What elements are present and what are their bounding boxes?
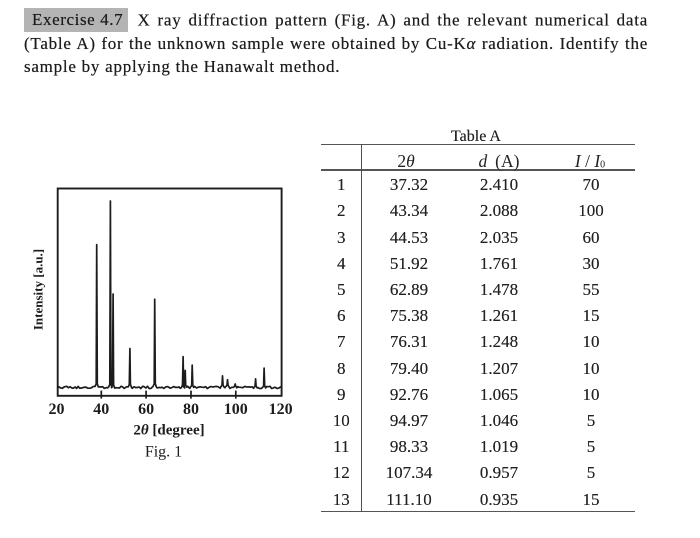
- svg-text:20: 20: [49, 401, 65, 418]
- svg-text:120: 120: [269, 401, 293, 418]
- svg-text:60: 60: [138, 401, 154, 418]
- svg-text:Intensity [a.u.]: Intensity [a.u.]: [30, 249, 45, 330]
- svg-text:2θ [degree]: 2θ [degree]: [133, 423, 204, 439]
- svg-text:40: 40: [93, 401, 109, 418]
- svg-text:Fig. 1: Fig. 1: [145, 444, 182, 461]
- svg-text:100: 100: [224, 401, 248, 418]
- svg-text:80: 80: [183, 401, 199, 418]
